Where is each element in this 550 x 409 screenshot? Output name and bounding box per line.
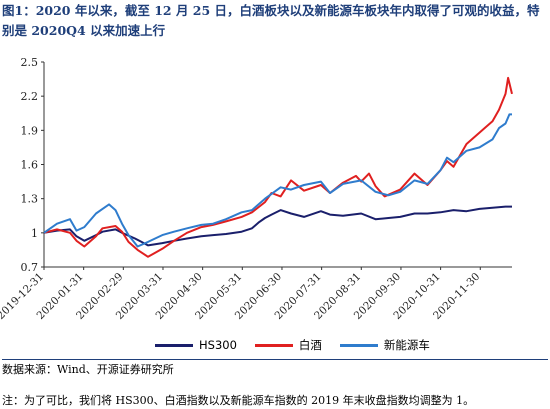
y-tick-label: 1.9 <box>21 124 39 137</box>
chart-title: 图1：2020 年以来，截至 12 月 25 日，白酒板块以及新能源车板块年内取… <box>2 3 540 38</box>
nev-line <box>43 113 512 248</box>
footnote: 注：为了可比，我们将 HS300、白酒指数以及新能源车指数的 2019 年末收盘… <box>2 394 475 407</box>
legend: HS300 白酒 新能源车 <box>155 336 455 354</box>
y-tick-label: 1.6 <box>21 159 39 172</box>
data-source: 数据来源：Wind、开源证券研究所 <box>2 363 174 376</box>
legend-swatch-hs300 <box>155 343 193 347</box>
y-tick-label: 1.3 <box>21 193 39 206</box>
divider <box>2 359 548 360</box>
legend-swatch-baijiu <box>254 343 293 347</box>
x-axis-ticks: 2019-12-312020-01-312020-02-292020-03-31… <box>0 267 482 322</box>
legend-swatch-nev <box>339 343 378 347</box>
legend-item-baijiu: 白酒 <box>254 337 322 353</box>
y-tick-label: 2.5 <box>21 56 39 69</box>
legend-label-nev: 新能源车 <box>383 338 430 352</box>
y-axis-ticks: 0.7 1 1.3 1.6 1.9 2.2 2.5 <box>21 56 44 274</box>
y-tick-label: 0.7 <box>21 261 39 274</box>
series-lines <box>43 76 513 258</box>
hs300-line <box>43 205 512 247</box>
legend-item-hs300: HS300 <box>155 338 237 352</box>
axes <box>43 62 512 268</box>
y-tick-label: 1 <box>31 227 38 240</box>
line-chart: 0.7 1 1.3 1.6 1.9 2.2 2.5 2019-12-312020-01-31… <box>0 56 513 322</box>
legend-label-baijiu: 白酒 <box>298 338 322 352</box>
legend-label-hs300: HS300 <box>199 338 237 352</box>
legend-item-nev: 新能源车 <box>339 337 430 353</box>
y-tick-label: 2.2 <box>21 90 39 103</box>
